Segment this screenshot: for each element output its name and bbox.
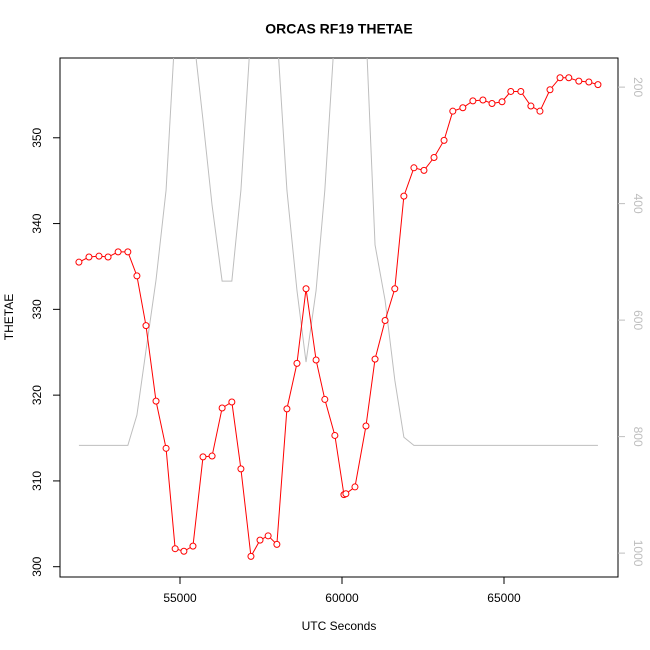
data-point bbox=[342, 490, 350, 498]
data-point bbox=[575, 77, 583, 85]
data-point bbox=[420, 166, 428, 174]
data-point bbox=[189, 542, 197, 550]
data-point bbox=[247, 552, 255, 560]
y2-tick-label: 400 bbox=[631, 194, 645, 214]
data-point bbox=[585, 78, 593, 86]
y2-tick-label: 1000 bbox=[631, 540, 645, 567]
data-point bbox=[546, 86, 554, 94]
y-tick-label: 320 bbox=[30, 385, 44, 405]
data-point bbox=[95, 252, 103, 260]
x-tick-label: 65000 bbox=[487, 591, 521, 605]
x-axis-label: UTC Seconds bbox=[302, 619, 377, 633]
y2-tick-label: 600 bbox=[631, 310, 645, 330]
data-point bbox=[527, 102, 535, 110]
data-point bbox=[302, 285, 310, 293]
data-point bbox=[507, 87, 515, 95]
y-tick-label: 340 bbox=[30, 213, 44, 233]
series-line bbox=[78, 77, 599, 559]
data-point bbox=[488, 99, 496, 107]
x-tick-label: 55000 bbox=[163, 591, 197, 605]
data-point bbox=[75, 258, 83, 266]
data-point bbox=[321, 395, 329, 403]
y-tick-label: 330 bbox=[30, 299, 44, 319]
data-point bbox=[381, 317, 389, 325]
data-point bbox=[208, 452, 216, 460]
data-point bbox=[565, 74, 573, 82]
data-point bbox=[256, 536, 264, 544]
plot-area bbox=[75, 58, 602, 560]
data-point bbox=[459, 104, 467, 112]
data-point bbox=[180, 547, 188, 555]
data-point bbox=[371, 355, 379, 363]
data-point bbox=[85, 253, 93, 261]
data-point bbox=[199, 453, 207, 461]
data-point bbox=[293, 359, 301, 367]
data-point bbox=[449, 107, 457, 115]
data-point bbox=[594, 81, 602, 89]
data-point bbox=[114, 248, 122, 256]
data-point bbox=[104, 253, 112, 261]
data-point bbox=[362, 422, 370, 430]
y-tick-label: 300 bbox=[30, 556, 44, 576]
data-point bbox=[556, 74, 564, 82]
data-point bbox=[351, 483, 359, 491]
data-point bbox=[218, 404, 226, 412]
data-point bbox=[133, 272, 141, 280]
y-axis-label: THETAE bbox=[2, 294, 16, 340]
series-line bbox=[78, 58, 598, 446]
data-point bbox=[410, 164, 418, 172]
y2-tick-label: 200 bbox=[631, 77, 645, 97]
data-point bbox=[228, 398, 236, 406]
data-point bbox=[264, 532, 272, 540]
y-tick-label: 310 bbox=[30, 471, 44, 491]
y-tick-label: 350 bbox=[30, 127, 44, 147]
data-point bbox=[171, 545, 179, 553]
chart-title: ORCAS RF19 THETAE bbox=[265, 21, 413, 37]
data-point bbox=[142, 322, 150, 330]
data-point bbox=[536, 107, 544, 115]
data-point bbox=[469, 97, 477, 105]
data-point bbox=[479, 96, 487, 104]
plot-frame bbox=[59, 57, 619, 578]
data-point bbox=[283, 405, 291, 413]
data-point bbox=[498, 98, 506, 106]
data-point bbox=[237, 465, 245, 473]
data-point bbox=[312, 356, 320, 364]
y2-tick-label: 800 bbox=[631, 427, 645, 447]
data-point bbox=[124, 248, 132, 256]
data-point bbox=[430, 154, 438, 162]
data-point bbox=[440, 136, 448, 144]
data-point bbox=[400, 192, 408, 200]
x-tick-label: 60000 bbox=[325, 591, 359, 605]
data-point bbox=[152, 397, 160, 405]
data-point bbox=[517, 87, 525, 95]
data-point bbox=[331, 431, 339, 439]
data-point bbox=[391, 285, 399, 293]
data-point bbox=[273, 540, 281, 548]
data-point bbox=[162, 444, 170, 452]
